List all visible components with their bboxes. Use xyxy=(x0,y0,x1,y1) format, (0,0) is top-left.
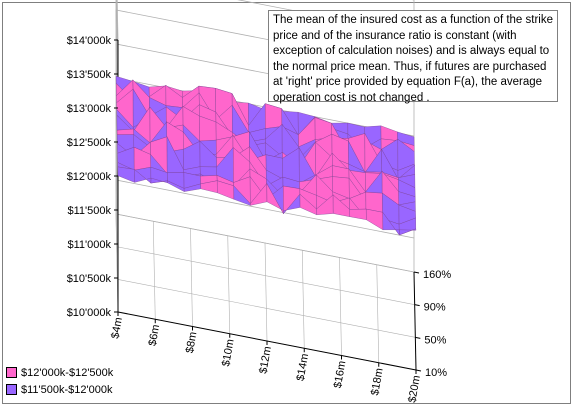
surface-cell xyxy=(380,125,398,141)
z-tick-label: $12'500k xyxy=(67,137,112,149)
annotation-box: The mean of the insured cost as a functi… xyxy=(268,10,558,104)
y-axis-labels: 10% 50% 90% 160% xyxy=(413,269,451,379)
y-tick-label: 160% xyxy=(423,269,451,281)
legend: $12'000k-$12'500k $11'500k-$12'000k xyxy=(6,364,113,398)
x-tick-label: $10m xyxy=(220,338,237,367)
floor-gridline xyxy=(152,221,156,320)
surface-cell xyxy=(265,103,283,129)
x-axis-labels: $4m $6m $8m $10m $12m $14m $16m $18m $20m xyxy=(109,312,423,404)
annotation-text: The mean of the insured cost as a functi… xyxy=(273,14,553,104)
z-tick-label: $12'000k xyxy=(67,171,112,183)
surface-cell xyxy=(399,228,417,236)
z-tick-label: $10'000k xyxy=(67,307,112,319)
y-tick-label: 90% xyxy=(424,302,446,314)
y-tick xyxy=(415,336,421,339)
floor-gridline xyxy=(264,242,268,342)
z-tick-label: $13'000k xyxy=(67,103,112,115)
y-tick-label: 50% xyxy=(424,334,446,346)
x-tick-label: $6m xyxy=(147,324,163,347)
x-tick-label: $8m xyxy=(184,331,200,354)
surface-mesh xyxy=(115,75,417,236)
x-tick-label: $14m xyxy=(295,353,312,382)
x-tick-label: $18m xyxy=(369,367,386,396)
floor-gridline xyxy=(190,228,193,327)
z-axis-labels: $10'000k $10'500k $11'000k $11'500k $12'000k… xyxy=(67,35,118,319)
x-tick-label: $20m xyxy=(406,374,423,403)
z-tick-label: $14'000k xyxy=(67,35,112,47)
floor-gridline xyxy=(301,250,305,349)
y-tick xyxy=(413,271,420,274)
z-tick-label: $13'500k xyxy=(67,69,112,81)
legend-item: $12'000k-$12'500k xyxy=(6,364,113,381)
legend-label: $12'000k-$12'500k xyxy=(21,366,114,379)
floor-gridline xyxy=(339,257,342,356)
legend-swatch-purple xyxy=(6,384,17,395)
surface-cell xyxy=(116,128,134,135)
z-tick-label: $10'500k xyxy=(67,273,112,285)
floor-gridline xyxy=(115,213,415,273)
y-axis-line xyxy=(413,271,417,371)
z-tick-label: $11'000k xyxy=(68,239,112,251)
y-tick-label: 10% xyxy=(425,367,447,379)
legend-swatch-pink xyxy=(6,367,17,378)
x-tick-label: $12m xyxy=(257,345,274,374)
z-tick-label: $11'500k xyxy=(68,205,112,217)
y-tick xyxy=(415,369,422,372)
y-tick xyxy=(414,304,420,307)
z-gridline xyxy=(116,0,414,41)
surface-cell xyxy=(117,166,135,183)
floor-gridline xyxy=(116,246,415,305)
floor-gridline xyxy=(227,235,231,334)
floor-gridline xyxy=(117,279,416,338)
x-tick-label: $4m xyxy=(109,316,125,339)
surface-cell xyxy=(366,208,384,231)
x-tick-label: $16m xyxy=(332,360,349,389)
surface-cell xyxy=(349,208,367,220)
legend-label: $11'500k-$12'000k xyxy=(21,383,113,396)
floor-gridline xyxy=(376,264,380,363)
legend-item: $11'500k-$12'000k xyxy=(6,381,113,398)
